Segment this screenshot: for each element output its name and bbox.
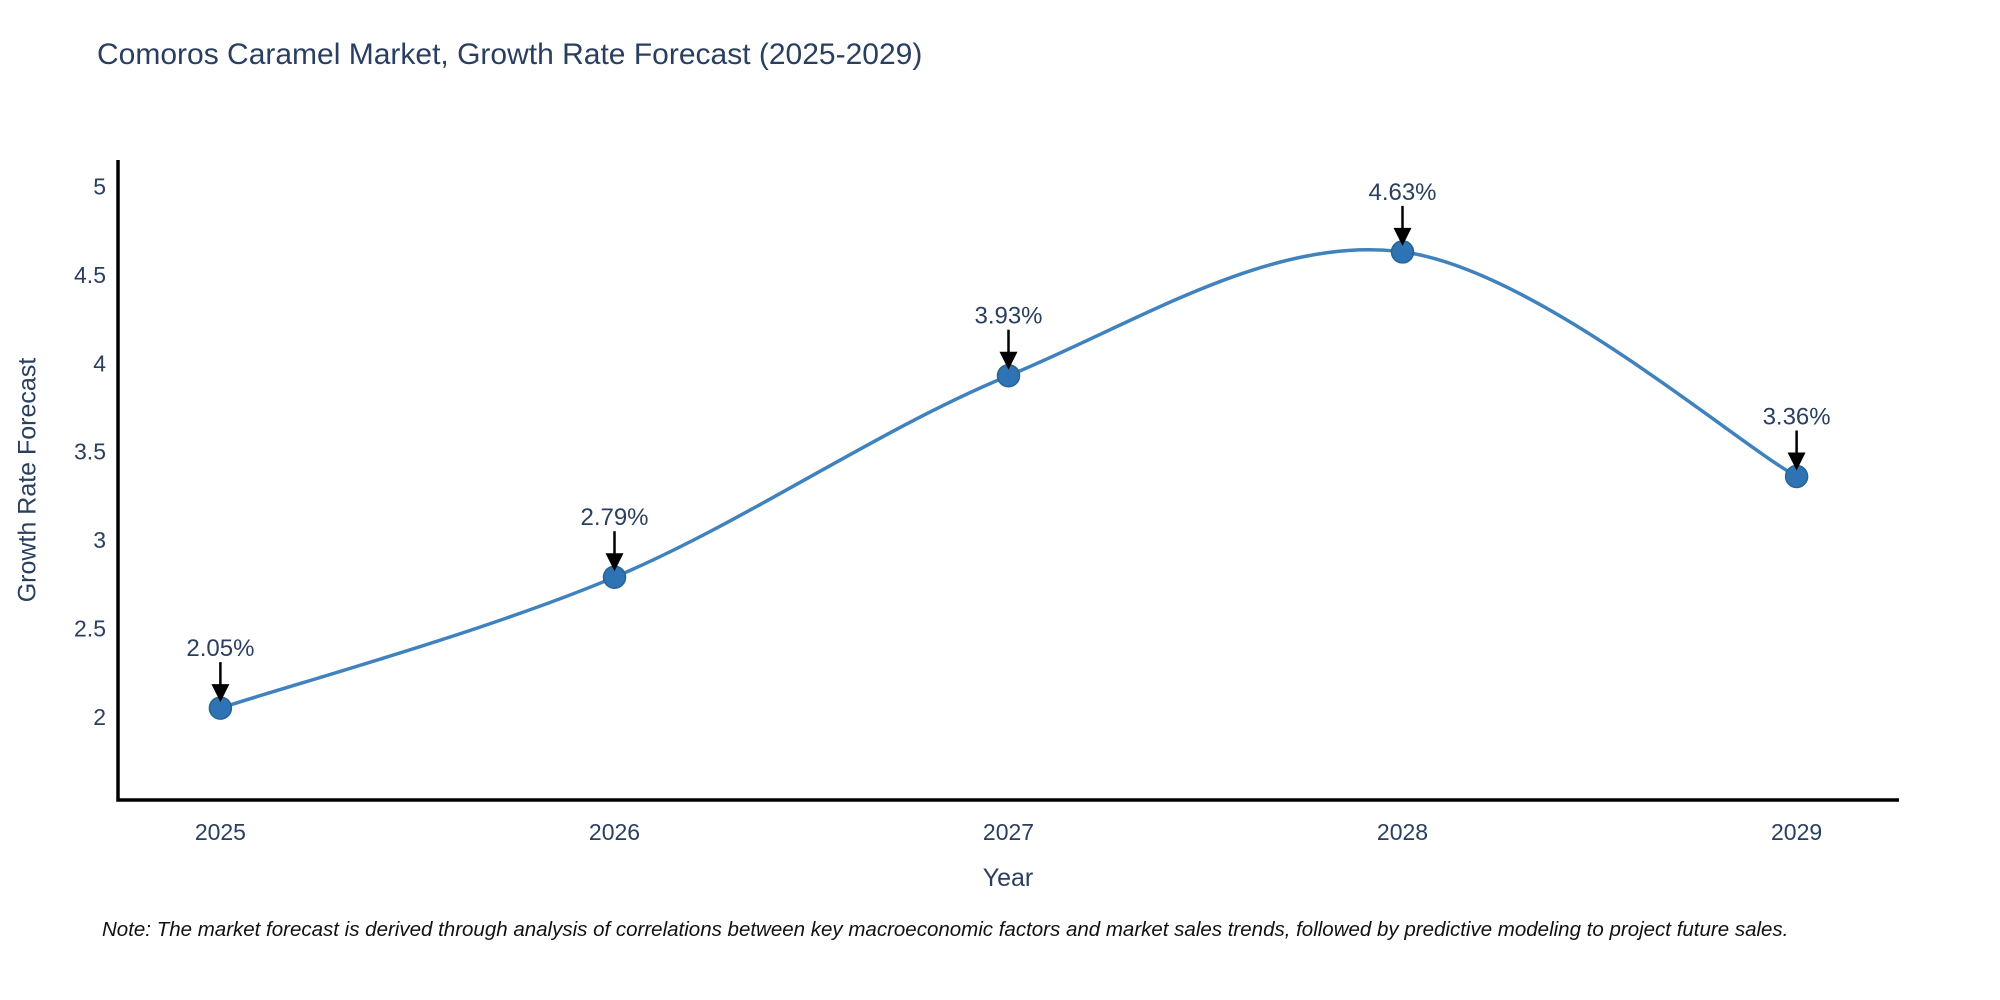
footnote: Note: The market forecast is derived thr… <box>102 918 1789 941</box>
annotation-label: 2.05% <box>186 635 254 662</box>
annotation-arrowhead <box>1393 227 1412 246</box>
annotation-label: 3.93% <box>974 303 1042 330</box>
annotation-arrowhead <box>211 684 230 703</box>
y-tick-label: 4.5 <box>74 262 106 288</box>
y-tick-label: 2 <box>93 704 106 730</box>
x-axis-title: Year <box>982 864 1034 892</box>
x-tick-label: 2025 <box>195 819 246 845</box>
x-tick-label: 2027 <box>983 819 1034 845</box>
y-tick-label: 3 <box>93 527 106 553</box>
annotation-arrowhead <box>605 553 624 572</box>
y-tick-label: 5 <box>93 174 106 200</box>
axis-lines <box>116 160 1899 802</box>
annotation-label: 3.36% <box>1763 404 1831 431</box>
x-tick-label: 2029 <box>1771 819 1822 845</box>
annotation-label: 2.79% <box>580 504 648 531</box>
annotation-label: 4.63% <box>1368 179 1436 206</box>
chart-title: Comoros Caramel Market, Growth Rate Fore… <box>97 38 923 71</box>
x-tick-label: 2026 <box>589 819 640 845</box>
y-axis-title: Growth Rate Forecast <box>13 357 42 603</box>
y-tick-label: 4 <box>93 350 106 376</box>
annotation-arrowhead <box>999 351 1018 370</box>
annotation-arrowhead <box>1787 452 1806 471</box>
x-tick-label: 2028 <box>1377 819 1428 845</box>
y-tick-label: 2.5 <box>74 616 106 642</box>
y-tick-label: 3.5 <box>74 439 106 465</box>
